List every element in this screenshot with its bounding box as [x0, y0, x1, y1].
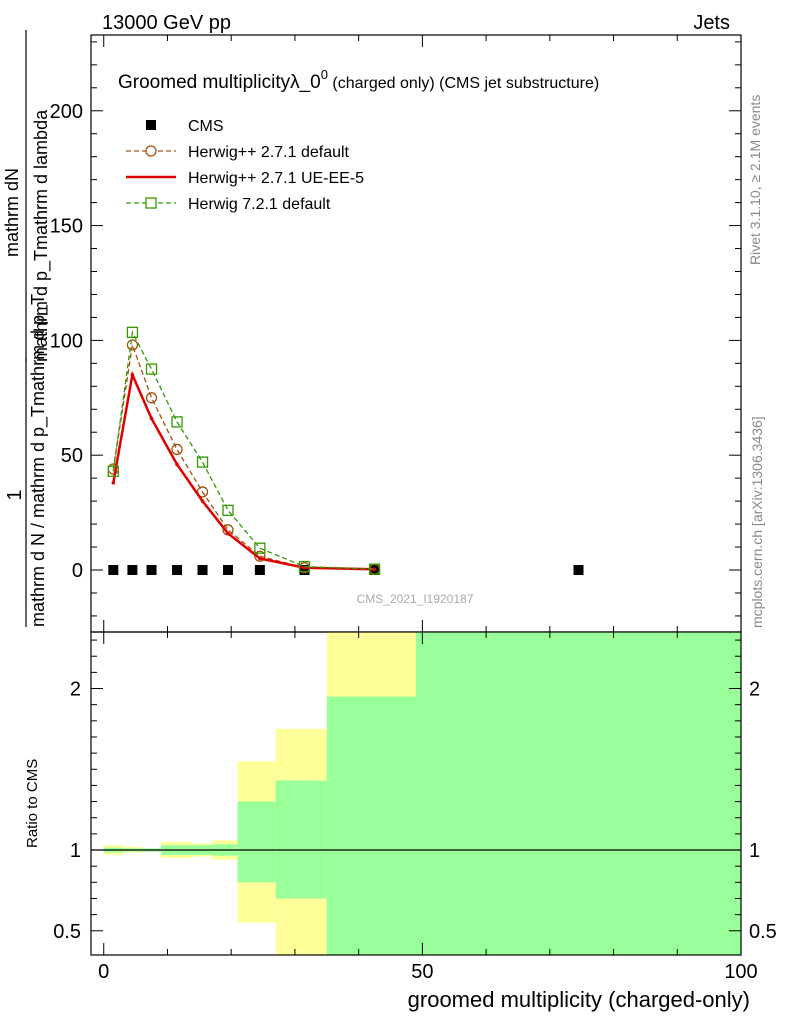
ratio-y-tick-label: 0.5: [53, 921, 81, 943]
plot-title-main: Groomed multiplicityλ_0: [118, 72, 321, 93]
ratio-y-tick-label-right: 1: [749, 840, 760, 862]
cms-data-point: [127, 565, 138, 576]
ratio-y-tick-label-right: 2: [749, 679, 760, 701]
cms-data-point: [573, 565, 584, 576]
series-point-square: [196, 456, 209, 468]
y-label-denominator: mathrm d N / mathrm d p_Tmathrm d p_T: [28, 294, 49, 627]
ratio-band-green: [416, 632, 741, 955]
series-point-square: [222, 504, 234, 516]
y-axis-label: 1 mathrm d N / mathrm d p_Tmathrm d p_T …: [2, 30, 52, 627]
ratio-plot-frame: [90, 631, 742, 956]
plot-title-rest: (charged only) (CMS jet substructure): [328, 75, 599, 92]
plot-title: Groomed multiplicityλ_00 (charged only) …: [118, 67, 599, 93]
x-tick-label: 50: [411, 961, 433, 983]
cms-data-point: [223, 565, 234, 576]
cms-data-point: [146, 565, 157, 576]
ratio-y-tick-label: 2: [70, 679, 81, 701]
x-tick-label: 0: [98, 961, 109, 983]
series-point-dot: [258, 556, 262, 561]
legend: CMS Herwig++ 2.7.1 default Herwig++ 2.7.1 …: [126, 118, 364, 213]
mcplots-label: mcplots.cern.ch [arXiv:1306.3436]: [749, 416, 765, 628]
x-tick-label: 100: [724, 961, 757, 983]
cms-data-point: [299, 565, 310, 576]
process-label: Jets: [693, 12, 730, 34]
y-label-numerator-2: mathrm d p_Tmathrm d lambda: [31, 109, 52, 362]
cms-data-point: [254, 565, 265, 576]
series-point-dot: [111, 480, 116, 485]
series-point-square: [145, 363, 158, 375]
y-tick-label: 100: [50, 330, 83, 352]
legend-label: Herwig 7.2.1 default: [188, 196, 331, 213]
series-point-circle: [171, 443, 183, 456]
series-point-dot: [130, 373, 135, 377]
ratio-band-green: [237, 801, 276, 883]
ratio-band-green: [326, 696, 416, 955]
analysis-watermark: CMS_2021_I1920187: [357, 592, 474, 606]
y-tick-label: 150: [50, 216, 83, 238]
legend-marker: [146, 120, 156, 130]
series-line: [112, 370, 375, 571]
series-point-circle: [254, 550, 266, 562]
series-point-square: [171, 416, 183, 428]
ratio-y-tick-label-right: 0.5: [749, 921, 777, 943]
series-point-dot: [372, 567, 377, 572]
y-label-numerator: mathrm dN: [2, 168, 22, 257]
ratio-y-label: Ratio to CMS: [24, 759, 41, 848]
ratio-plot-panel: 0.5 0.5 1 1 2 2 0 50 100 Ratio to CMS groomed mu…: [24, 631, 777, 1012]
main-plot-content: [107, 326, 584, 576]
x-axis-label: groomed multiplicity (charged-only): [408, 987, 750, 1012]
series-point-square: [254, 542, 266, 554]
legend-label: CMS: [188, 118, 224, 135]
series-point-dot: [175, 462, 179, 467]
ratio-plot-content: [91, 632, 741, 955]
series-line: [112, 344, 375, 570]
series-point-dot: [149, 416, 154, 421]
series-line: [112, 330, 375, 570]
series-point-square: [126, 326, 139, 339]
y-tick-label: 0: [72, 560, 83, 582]
legend-marker: [145, 197, 157, 209]
ratio-band-green: [275, 780, 327, 899]
series-point-dot: [200, 499, 205, 503]
series-point-dot: [226, 531, 230, 536]
series-point-square: [298, 560, 311, 573]
plot-title-sup: 0: [321, 67, 328, 82]
y-tick-label: 50: [61, 445, 83, 467]
series-point-circle: [126, 339, 139, 351]
cms-data-point: [108, 565, 119, 576]
rivet-label: Rivet 3.1.10, ≥ 2.1M events: [747, 95, 763, 265]
legend-label: Herwig++ 2.7.1 UE-EE-5: [188, 170, 364, 187]
legend-label: Herwig++ 2.7.1 default: [188, 144, 350, 161]
series-point-square: [368, 563, 381, 575]
series-point-circle: [145, 392, 158, 404]
y-tick-label: 200: [50, 101, 83, 123]
main-plot-axes: 0 50 100 150 200: [50, 35, 742, 632]
energy-label: 13000 GeV pp: [102, 12, 231, 34]
series-point-square: [107, 465, 119, 477]
cms-data-point: [172, 565, 183, 576]
cms-data-point: [197, 565, 208, 576]
ratio-plot-axes: 0.5 0.5 1 1 2 2 0 50 100: [53, 632, 777, 983]
y-label-one: 1: [4, 489, 26, 500]
legend-marker: [145, 145, 157, 157]
ratio-y-tick-label: 1: [70, 840, 81, 862]
